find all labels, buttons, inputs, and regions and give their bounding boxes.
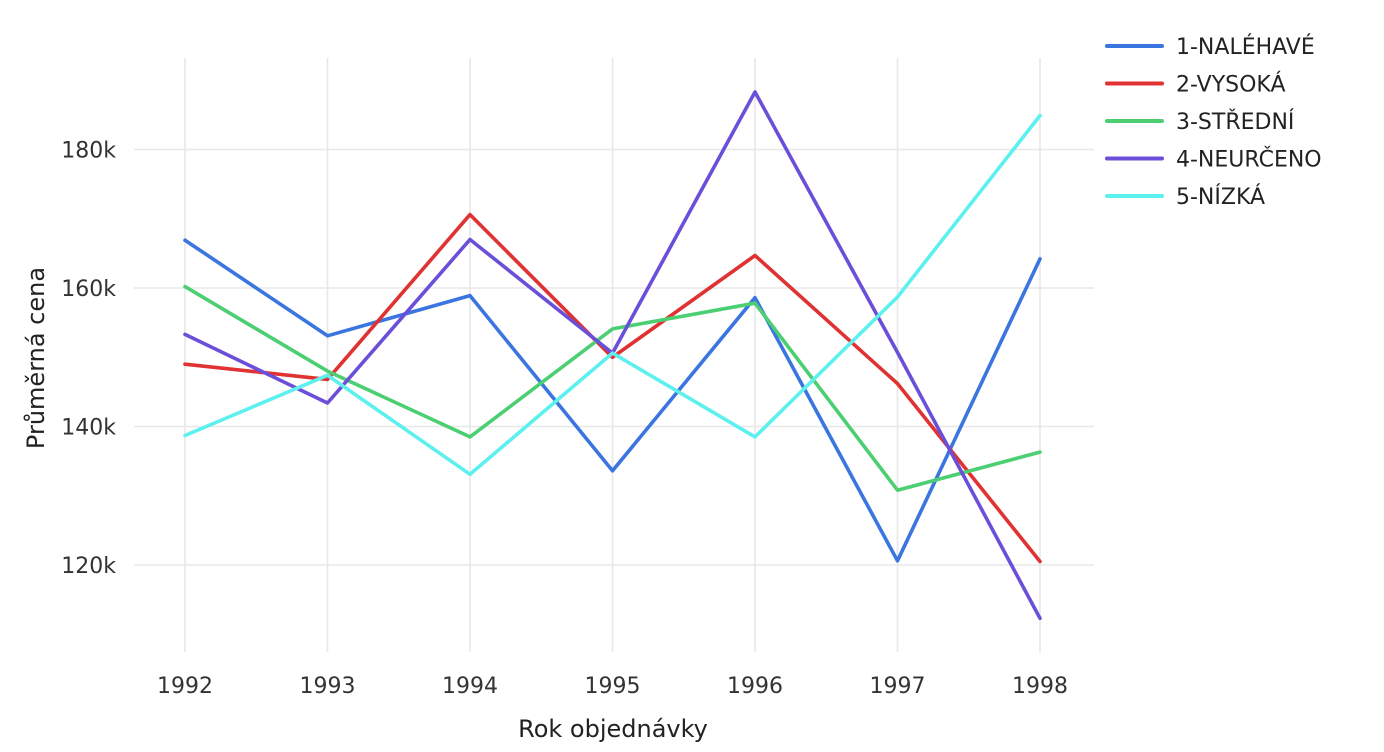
legend-item-4: 4-NEURČENO — [1105, 147, 1322, 173]
y-tick-label: 160k — [61, 277, 116, 302]
x-tick-label: 1993 — [300, 674, 356, 699]
x-tick-label: 1994 — [442, 674, 498, 699]
legend-label: 5-NÍZKÁ — [1176, 184, 1265, 210]
legend-label: 3-STŘEDNÍ — [1176, 109, 1294, 135]
x-axis-title: Rok objednávky — [518, 715, 708, 743]
x-axis-ticks: 1992 1993 1994 1995 1996 1997 1998 — [157, 674, 1068, 699]
legend-label: 1-NALÉHAVÉ — [1176, 34, 1315, 60]
x-tick-label: 1997 — [870, 674, 926, 699]
y-tick-label: 140k — [61, 416, 116, 441]
legend-label: 4-NEURČENO — [1176, 147, 1322, 173]
y-axis-ticks: 120k 140k 160k 180k — [61, 139, 116, 580]
series-lines — [183, 90, 1042, 621]
legend-item-3: 3-STŘEDNÍ — [1105, 109, 1294, 135]
series-line-1 — [183, 238, 1042, 563]
gridlines — [134, 58, 1094, 652]
legend-item-1: 1-NALÉHAVÉ — [1105, 34, 1315, 60]
legend-item-2: 2-VYSOKÁ — [1105, 72, 1286, 98]
x-tick-label: 1995 — [585, 674, 641, 699]
legend-item-5: 5-NÍZKÁ — [1105, 184, 1265, 210]
series-line-3 — [183, 284, 1042, 493]
legend: 1-NALÉHAVÉ 2-VYSOKÁ 3-STŘEDNÍ 4-NEURČENO 5-N… — [1105, 34, 1322, 210]
x-tick-label: 1998 — [1012, 674, 1068, 699]
y-tick-label: 120k — [61, 554, 116, 579]
x-tick-label: 1996 — [727, 674, 783, 699]
series-line-5 — [183, 113, 1042, 477]
x-tick-label: 1992 — [157, 674, 213, 699]
series-line-2 — [183, 212, 1042, 564]
y-axis-title: Průměrná cena — [22, 267, 50, 449]
y-tick-label: 180k — [61, 139, 116, 164]
legend-label: 2-VYSOKÁ — [1176, 72, 1286, 98]
